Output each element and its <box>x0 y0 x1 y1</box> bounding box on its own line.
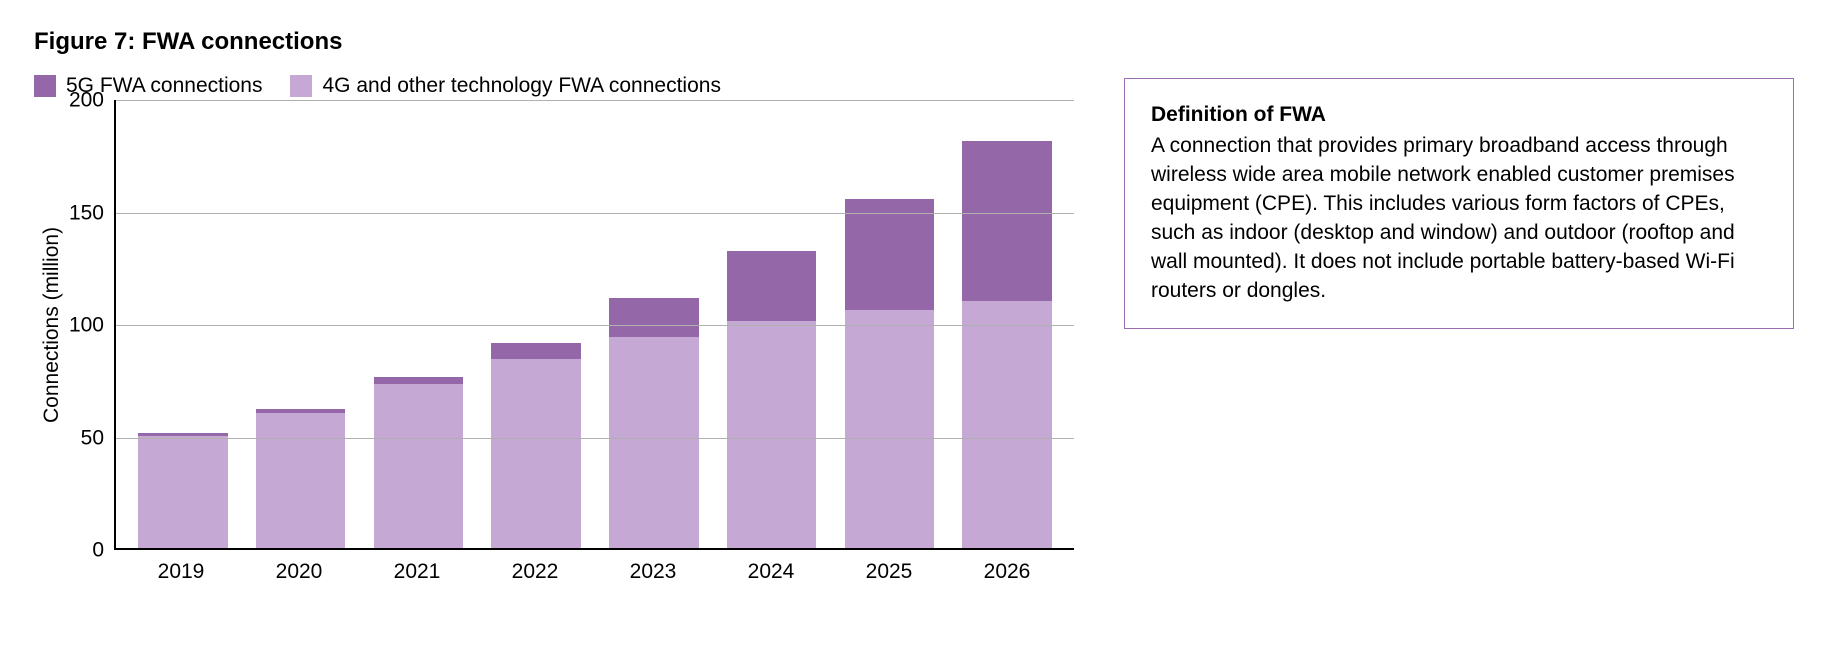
chart-area: Connections (million) 050100150200 20192… <box>34 100 1094 584</box>
bar-slot <box>124 100 242 548</box>
x-tick-label: 2022 <box>476 560 594 584</box>
x-tick-label: 2025 <box>830 560 948 584</box>
x-labels: 20192020202120222023202420252026 <box>114 550 1074 584</box>
legend: 5G FWA connections4G and other technolog… <box>34 74 1094 98</box>
bar-slot <box>595 100 713 548</box>
bar-segment <box>138 436 227 549</box>
info-box-body: A connection that provides primary broad… <box>1151 132 1767 306</box>
bar <box>138 433 227 548</box>
y-axis-label: Connections (million) <box>34 100 64 550</box>
bar <box>962 141 1051 548</box>
bar <box>609 298 698 548</box>
bar-slot <box>713 100 831 548</box>
figure-container: Figure 7: FWA connections 5G FWA connect… <box>0 0 1828 672</box>
bar-segment <box>845 199 934 309</box>
gridline <box>116 100 1074 101</box>
bar <box>845 199 934 548</box>
x-tick-label: 2023 <box>594 560 712 584</box>
bar-segment <box>727 251 816 321</box>
bar-segment <box>962 141 1051 301</box>
gridline <box>116 438 1074 439</box>
info-box: Definition of FWA A connection that prov… <box>1124 78 1794 329</box>
bar-segment <box>491 359 580 548</box>
bar-slot <box>242 100 360 548</box>
plot-wrapper: 20192020202120222023202420252026 <box>114 100 1074 584</box>
bar <box>256 409 345 549</box>
plot <box>114 100 1074 550</box>
legend-item: 4G and other technology FWA connections <box>290 74 720 98</box>
y-tick-label: 50 <box>81 427 104 448</box>
bar <box>491 343 580 548</box>
y-tick-label: 200 <box>69 90 104 111</box>
bar-segment <box>374 377 463 384</box>
legend-swatch <box>290 75 312 97</box>
legend-label: 4G and other technology FWA connections <box>322 74 720 98</box>
bar-segment <box>256 413 345 548</box>
bars-container <box>116 100 1074 548</box>
x-tick-label: 2019 <box>122 560 240 584</box>
gridline <box>116 213 1074 214</box>
bar-segment <box>609 298 698 336</box>
bar-segment <box>609 337 698 549</box>
bar-slot <box>948 100 1066 548</box>
bar-slot <box>477 100 595 548</box>
y-tick-label: 100 <box>69 315 104 336</box>
bar-slot <box>831 100 949 548</box>
bar-segment <box>727 321 816 548</box>
x-tick-label: 2024 <box>712 560 830 584</box>
bar-slot <box>360 100 478 548</box>
bar <box>374 377 463 548</box>
bar-segment <box>374 384 463 548</box>
content-row: 5G FWA connections4G and other technolog… <box>34 74 1794 584</box>
bar-segment <box>491 343 580 359</box>
bar <box>727 251 816 548</box>
chart-column: 5G FWA connections4G and other technolog… <box>34 74 1094 584</box>
legend-swatch <box>34 75 56 97</box>
x-tick-label: 2021 <box>358 560 476 584</box>
y-tick-label: 150 <box>69 202 104 223</box>
y-tick-label: 0 <box>92 540 104 561</box>
info-box-title: Definition of FWA <box>1151 101 1767 130</box>
x-tick-label: 2020 <box>240 560 358 584</box>
gridline <box>116 325 1074 326</box>
y-ticks: 050100150200 <box>64 100 114 550</box>
bar-segment <box>845 310 934 549</box>
bar-segment <box>962 301 1051 549</box>
x-tick-label: 2026 <box>948 560 1066 584</box>
figure-title: Figure 7: FWA connections <box>34 28 1794 56</box>
